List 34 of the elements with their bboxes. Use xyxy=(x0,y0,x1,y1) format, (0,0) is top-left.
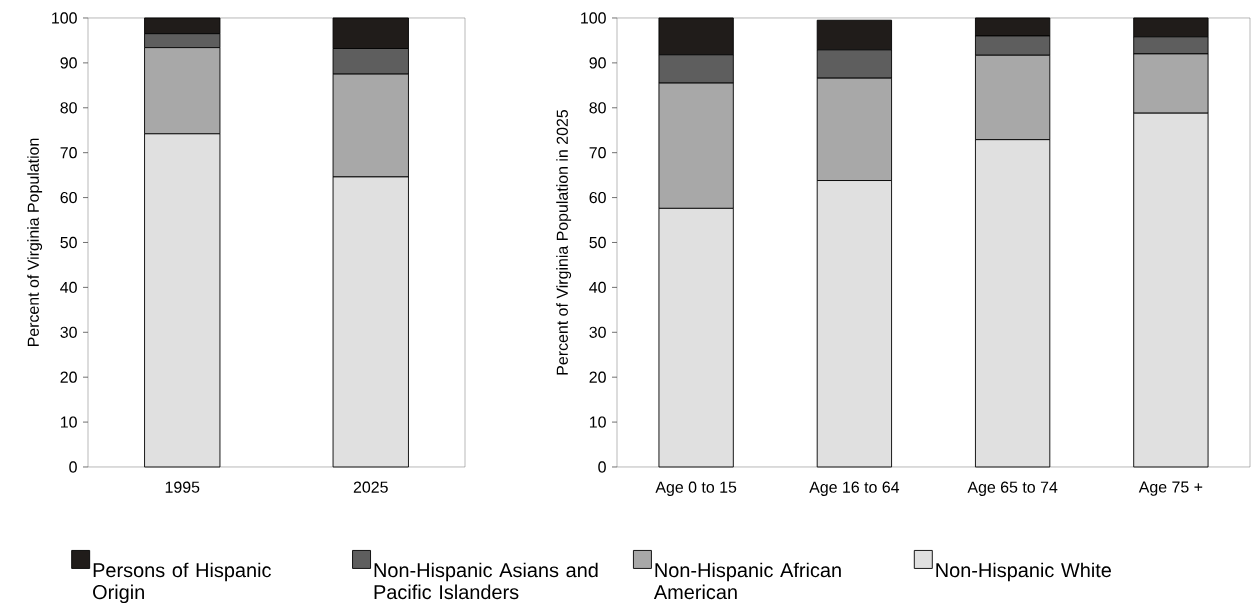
y-tick-label: 0 xyxy=(598,461,606,473)
y-tick-label: 100 xyxy=(581,12,606,24)
y-tick-label: 70 xyxy=(60,147,77,159)
y-tick-label: 60 xyxy=(589,191,606,204)
x-tick-label: Age 16 to 64 xyxy=(809,481,900,496)
y-tick-label: 100 xyxy=(52,12,77,24)
y-tick-label: 10 xyxy=(589,416,606,428)
y-tick-label: 20 xyxy=(60,371,77,383)
legend-label: Persons of Hispanic Origin xyxy=(93,562,271,603)
y-axis-title: Percent of Virginia Population in 2025 xyxy=(556,109,572,375)
y-tick-label: 20 xyxy=(589,371,606,383)
legend-label: Non-Hispanic Asians and Pacific Islanders xyxy=(374,562,598,600)
y-tick-label: 30 xyxy=(589,326,606,338)
x-tick-label: 1995 xyxy=(165,481,200,493)
y-tick-label: 30 xyxy=(60,326,77,338)
legend-label: Non-Hispanic White xyxy=(936,562,1111,582)
y-tick-label: 40 xyxy=(589,281,606,294)
y-tick-label: 90 xyxy=(589,57,606,69)
x-tick-label: 2025 xyxy=(353,481,388,493)
legend-label: Non-Hispanic African American xyxy=(653,562,841,600)
y-tick-label: 0 xyxy=(69,461,77,473)
x-tick-label: Age 75 + xyxy=(1138,481,1203,496)
y-tick-label: 40 xyxy=(60,281,77,294)
y-axis-title: Percent of Virginia Population xyxy=(27,138,43,347)
y-tick-label: 90 xyxy=(60,57,77,69)
y-tick-label: 70 xyxy=(589,147,606,159)
y-tick-label: 10 xyxy=(60,416,77,428)
y-tick-label: 80 xyxy=(589,102,606,114)
y-tick-label: 60 xyxy=(60,191,77,204)
x-tick-label: Age 0 to 15 xyxy=(655,481,737,496)
y-tick-label: 80 xyxy=(60,102,77,114)
x-tick-label: Age 65 to 74 xyxy=(967,481,1058,496)
y-tick-label: 50 xyxy=(589,236,606,249)
y-tick-label: 50 xyxy=(60,236,77,249)
